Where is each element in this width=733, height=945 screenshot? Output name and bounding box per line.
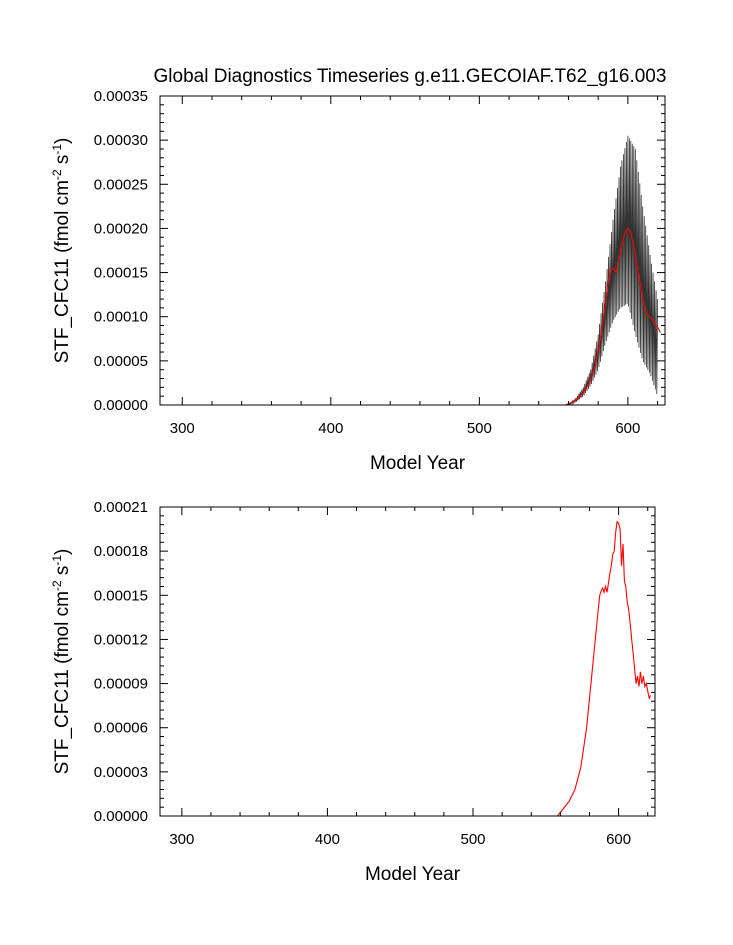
chart-1-y-axis-title: STF_CFC11 (fmol cm-2 s-1) xyxy=(50,549,73,775)
chart-0-y-axis-title-part: -2 xyxy=(50,169,64,180)
chart-0-y-axis-title: STF_CFC11 (fmol cm-2 s-1) xyxy=(50,138,73,364)
chart-1-y-axis-title-part: STF_CFC11 (fmol cm xyxy=(52,591,73,774)
chart-0-xtick-label: 600 xyxy=(615,420,640,437)
chart-1-y-axis-title-part: s xyxy=(52,566,73,581)
chart-1-y-axis-title-part: -2 xyxy=(50,580,64,591)
chart-1-ytick-label: 0.00018 xyxy=(94,543,148,560)
chart-0-ytick-label: 0.00020 xyxy=(94,220,148,237)
chart-1-y-axis-title-part: -1 xyxy=(50,555,64,566)
chart-0-y-axis-title-part: ) xyxy=(52,138,73,144)
chart-1-plot-frame xyxy=(159,506,656,817)
chart-0-ytick-label: 0.00025 xyxy=(94,176,148,193)
chart-1-xtick-label: 500 xyxy=(460,831,485,848)
chart-0-series-monthly-line xyxy=(568,135,658,406)
chart-0-y-axis-title-part: s xyxy=(52,155,73,170)
chart-1-ytick-label: 0.00006 xyxy=(94,720,148,737)
chart-1-xtick-label: 300 xyxy=(169,831,194,848)
chart-0-xtick-label: 500 xyxy=(467,420,492,437)
chart-1-y-axis-title-part: ) xyxy=(52,549,73,555)
chart-0-xtick-label: 300 xyxy=(170,420,195,437)
chart-0-xtick-label: 400 xyxy=(318,420,343,437)
chart-1-x-axis-title: Model Year xyxy=(365,864,461,885)
chart-0-y-axis-title-part: STF_CFC11 (fmol cm xyxy=(52,180,73,363)
chart-1-ytick-label: 0.00015 xyxy=(94,587,148,604)
chart-0-ytick-label: 0.00005 xyxy=(94,353,148,370)
chart-0-y-axis-title-part: -1 xyxy=(50,144,64,155)
chart-1-ytick-label: 0.00000 xyxy=(94,808,148,825)
chart-1-ytick-label: 0.00021 xyxy=(94,499,148,516)
chart-0-ytick-label: 0.00010 xyxy=(94,309,148,326)
chart-0-ytick-label: 0.00000 xyxy=(94,397,148,414)
chart-0-ytick-label: 0.00030 xyxy=(94,132,148,149)
chart-0-ytick-label: 0.00035 xyxy=(94,88,148,105)
panel-top: 300 400 500 600 0.00000 0.00005 0.00010 0.00015… xyxy=(50,88,666,474)
chart-1-xtick-label: 600 xyxy=(606,831,631,848)
chart-1-ytick-label: 0.00012 xyxy=(94,631,148,648)
chart-0-x-axis-title: Model Year xyxy=(370,453,466,474)
chart-1-ytick-label: 0.00003 xyxy=(94,764,148,781)
chart-1-ytick-label: 0.00009 xyxy=(94,676,148,693)
chart-1-xtick-label: 400 xyxy=(315,831,340,848)
chart-0-series-annual-line xyxy=(565,227,661,406)
chart-1-series-annual-line xyxy=(557,520,652,817)
chart-0-plot-frame xyxy=(159,95,666,406)
panel-bottom: 300 400 500 600 0.00000 0.00003 0.00006 0.00009… xyxy=(50,499,656,885)
chart-title: Global Diagnostics Timeseries g.e11.GECO… xyxy=(154,66,667,87)
chart-0-ytick-label: 0.00015 xyxy=(94,265,148,282)
